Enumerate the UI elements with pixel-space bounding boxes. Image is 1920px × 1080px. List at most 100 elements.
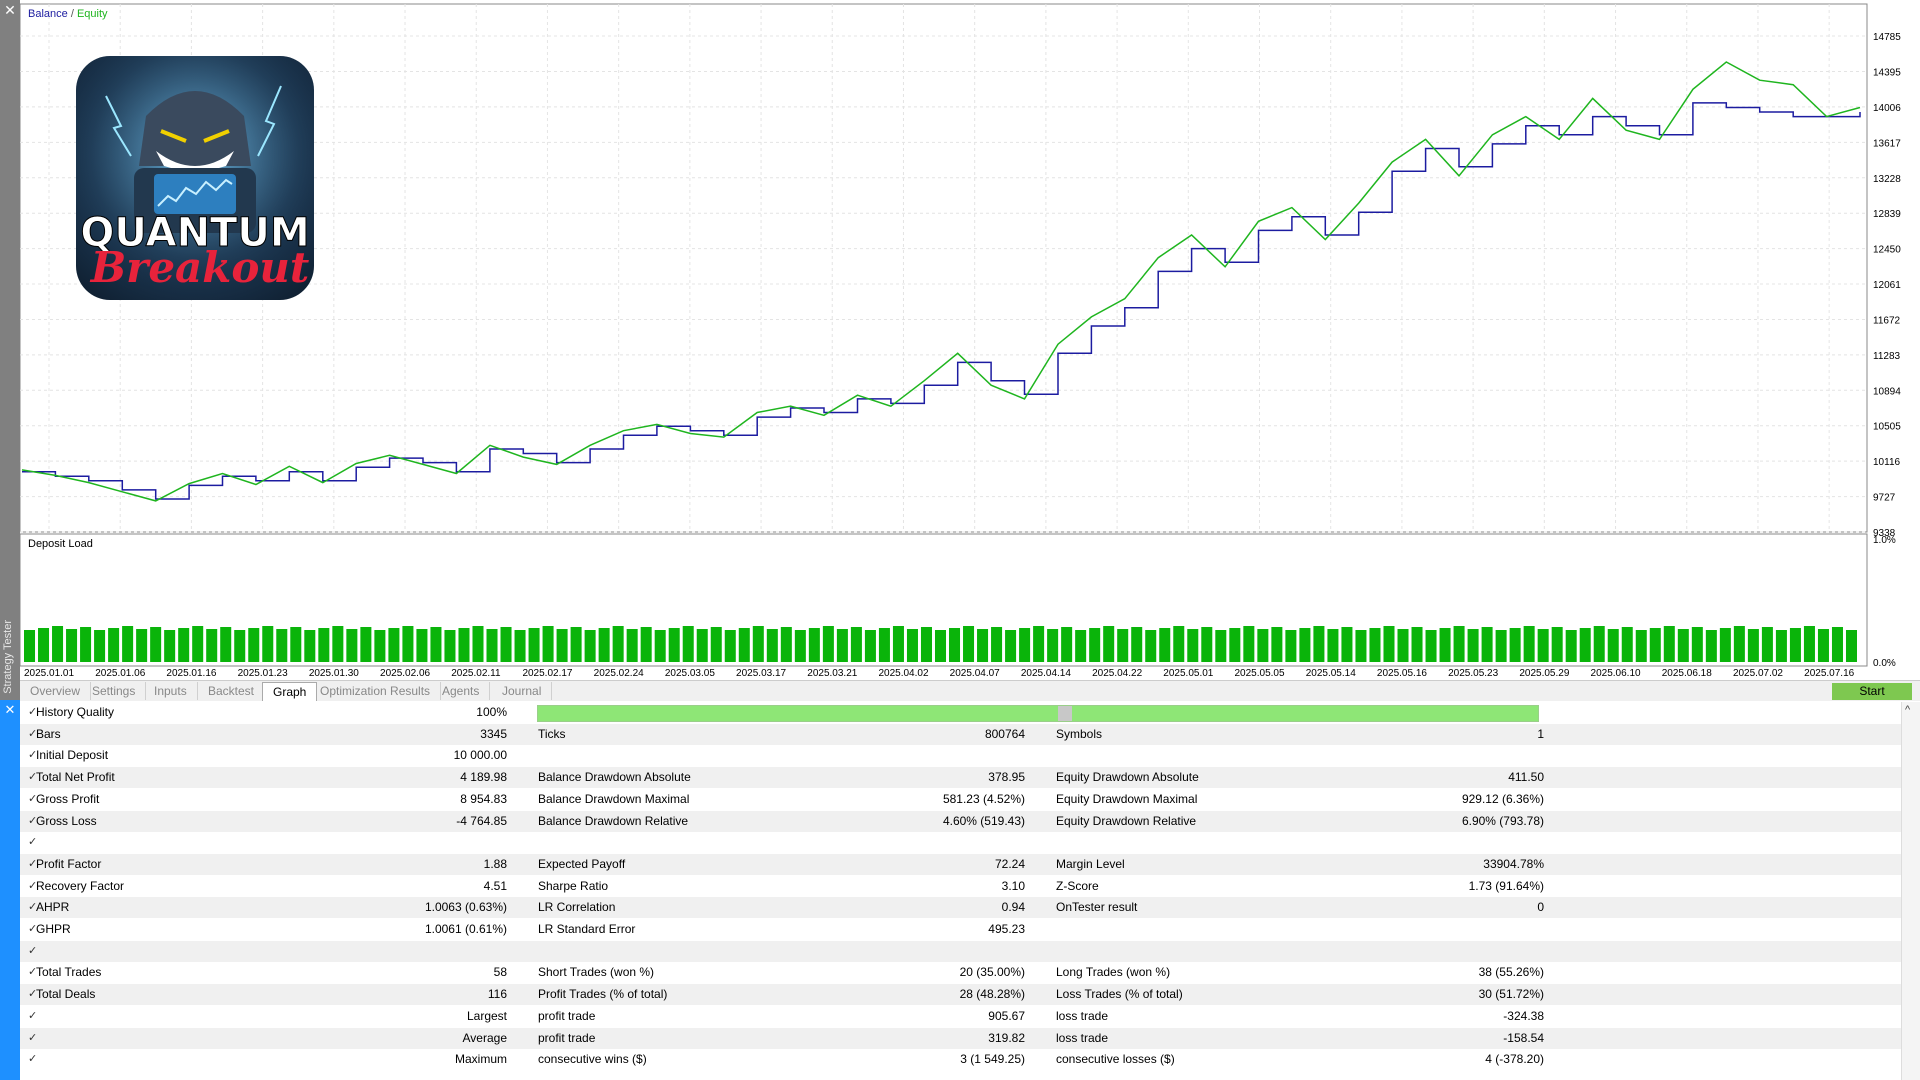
row-label-2: Balance Drawdown Maximal — [538, 791, 690, 806]
close-icon[interactable]: ✕ — [4, 2, 16, 18]
deposit-bar — [1089, 628, 1101, 662]
chevron-up-icon[interactable]: ^ — [1905, 704, 1911, 716]
row-value-2: 800764 — [984, 726, 1025, 741]
strategy-tester-strip: ✕ Strategy Tester — [0, 0, 20, 700]
deposit-bar — [724, 630, 736, 662]
deposit-bar — [780, 627, 792, 662]
x-tick-label: 2025.01.16 — [166, 668, 216, 679]
row-label-3: Loss Trades (% of total) — [1056, 987, 1183, 1002]
x-tick-label: 2025.05.01 — [1163, 668, 1213, 679]
deposit-bar — [878, 628, 890, 662]
y-tick-label: 12839 — [1873, 209, 1901, 220]
row-value-3: 30 (51.72%) — [1478, 987, 1544, 1002]
x-tick-label: 2025.04.07 — [950, 668, 1000, 679]
chart-frame — [20, 3, 1868, 533]
tab-journal[interactable]: Journal — [492, 682, 553, 700]
tab-overview[interactable]: Overview — [20, 682, 92, 700]
panel-title: Strategy Tester — [2, 620, 14, 694]
deposit-bar — [963, 626, 975, 662]
deposit-load-bars — [24, 626, 1857, 662]
start-button[interactable]: Start — [1832, 683, 1912, 700]
deposit-bar — [1327, 629, 1339, 662]
result-row: ✓ Gross Profit 8 954.83 Balance Drawdown Ma… — [20, 789, 1902, 810]
tab-inputs[interactable]: Inputs — [144, 682, 198, 700]
deposit-frame — [20, 533, 1868, 667]
result-row: ✓ AHPR 1.0063 (0.63%) LR Correlation 0.94 OnT… — [20, 897, 1902, 919]
row-label-2: Sharpe Ratio — [538, 878, 609, 893]
check-icon: ✓ — [28, 944, 38, 957]
deposit-bar — [1257, 629, 1269, 662]
results-scrollbar[interactable]: ^ — [1901, 702, 1920, 1080]
x-tick-label: 2025.04.02 — [878, 668, 928, 679]
row-label-2: Balance Drawdown Relative — [538, 813, 689, 828]
row-value-3: 4 (-378.20) — [1485, 1052, 1544, 1067]
x-tick-label: 2025.05.05 — [1235, 668, 1285, 679]
history-quality-marker — [1058, 706, 1072, 721]
tab-settings[interactable]: Settings — [82, 682, 147, 700]
tab-optimization-results[interactable]: Optimization Results — [310, 682, 442, 700]
deposit-bar — [500, 627, 512, 662]
row-label-1: Gross Profit — [36, 791, 100, 806]
result-row: ✓ Average profit trade 319.82 loss trade -158… — [20, 1027, 1902, 1049]
result-row: ✓ GHPR 1.0061 (0.61%) LR Standard Error 495.… — [20, 919, 1902, 940]
row-label-3: OnTester result — [1056, 900, 1138, 915]
deposit-bar — [1229, 628, 1241, 662]
x-tick-label: 2025.03.05 — [665, 668, 715, 679]
deposit-bar — [388, 628, 400, 662]
deposit-bar — [598, 628, 610, 662]
check-icon: ✓ — [28, 901, 38, 914]
deposit-bar — [1677, 629, 1689, 662]
y-tick-label: 9338 — [1873, 528, 1896, 539]
check-icon: ✓ — [28, 857, 38, 870]
x-tick-label: 2025.02.24 — [594, 668, 644, 679]
row-label-1: Total Net Profit — [36, 770, 115, 785]
deposit-bar — [1733, 626, 1745, 662]
close-icon[interactable]: ✕ — [4, 702, 16, 717]
row-label-3: Equity Drawdown Absolute — [1056, 770, 1199, 785]
x-tick-label: 2025.04.14 — [1021, 668, 1071, 679]
deposit-bar — [1061, 627, 1073, 662]
deposit-tick-label: 0.0% — [1873, 658, 1896, 669]
deposit-bar — [1117, 629, 1129, 662]
tab-graph[interactable]: Graph — [262, 682, 318, 701]
deposit-bar — [626, 629, 638, 662]
tab-backtest[interactable]: Backtest — [198, 682, 266, 700]
y-tick-label: 13617 — [1873, 138, 1901, 149]
deposit-bar — [290, 627, 302, 662]
x-tick-label: 2025.02.17 — [522, 668, 572, 679]
row-value-3: 411.50 — [1508, 770, 1544, 785]
deposit-bar — [570, 627, 582, 662]
deposit-bar — [710, 627, 722, 662]
row-value-1: Maximum — [454, 1052, 507, 1067]
result-row: ✓ Total Trades 58 Short Trades (won %) 20 (3… — [20, 962, 1902, 983]
deposit-bar — [220, 627, 232, 662]
deposit-bar — [864, 630, 876, 662]
deposit-bar — [640, 627, 652, 662]
tab-agents[interactable]: Agents — [432, 682, 491, 700]
row-label-1: Bars — [36, 726, 61, 741]
deposit-tick-label: 1.0% — [1873, 535, 1896, 546]
row-label-3: Symbols — [1056, 726, 1103, 741]
row-label-3: loss trade — [1056, 1008, 1109, 1023]
row-value-2: 495.23 — [988, 922, 1025, 936]
deposit-bar — [1131, 627, 1143, 662]
deposit-bar — [164, 630, 176, 662]
row-value-1: 116 — [487, 987, 507, 1002]
quantum-breakout-logo: QUANTUM Breakout — [76, 56, 314, 300]
deposit-bar — [1173, 626, 1185, 662]
history-quality-bar — [537, 705, 1539, 722]
x-tick-label: 2025.06.18 — [1662, 668, 1712, 679]
x-tick-label: 2025.05.14 — [1306, 668, 1356, 679]
deposit-bar — [1481, 627, 1493, 662]
row-value-1: 8 954.83 — [460, 791, 507, 806]
row-label-3: Margin Level — [1056, 856, 1125, 871]
row-value-2: 28 (48.28%) — [959, 987, 1025, 1002]
history-quality-value: 100% — [476, 705, 507, 719]
deposit-bar — [402, 626, 414, 662]
check-icon: ✓ — [28, 749, 38, 762]
deposit-bar — [486, 629, 498, 662]
row-value-3: 6.90% (793.78) — [1461, 813, 1544, 828]
row-label-1: Total Deals — [36, 987, 96, 1002]
deposit-bar — [1467, 629, 1479, 662]
deposit-bar — [1243, 626, 1255, 662]
